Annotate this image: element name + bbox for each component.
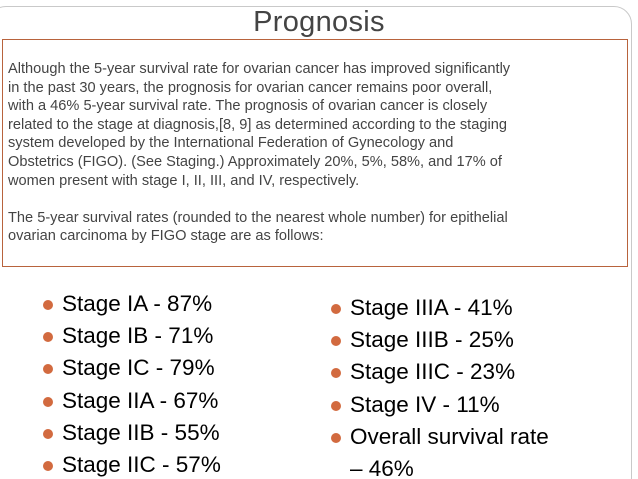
bullet-icon — [331, 400, 341, 411]
stage-label: Stage IIIB - 25% — [350, 327, 514, 353]
text-line: related to the stage at diagnosis,[8, 9]… — [8, 116, 507, 133]
stage-label: Stage IV - 11% — [350, 391, 500, 417]
stage-label: Stage IA - 87% — [62, 291, 213, 316]
text-line: women present with stage I, II, III, and… — [8, 172, 360, 189]
list-item: Stage IIIB - 25% — [330, 324, 549, 356]
text-line: The 5-year survival rates (rounded to th… — [8, 209, 508, 226]
bullet-icon — [43, 332, 53, 343]
overall-label: Overall survival rate — [350, 423, 549, 449]
stage-label: Stage IIA - 67% — [62, 387, 219, 413]
list-item: Stage IV - 11% — [330, 389, 549, 421]
intro-text-box: Although the 5-year survival rate for ov… — [2, 39, 628, 267]
bullet-icon — [331, 368, 341, 379]
list-item: Stage IB - 71% — [42, 320, 221, 352]
text-line: Although the 5-year survival rate for ov… — [8, 61, 511, 77]
bullet-icon — [43, 461, 53, 472]
intro-paragraph: Although the 5-year survival rate for ov… — [8, 60, 627, 190]
list-item: Stage IC - 79% — [42, 352, 221, 384]
slide-title: Prognosis — [253, 6, 385, 38]
list-item-overall-continued: – 46% — [330, 453, 549, 479]
text-line: ovarian carcinoma by FIGO stage are as f… — [8, 228, 324, 245]
list-item: Stage IIA - 67% — [42, 385, 221, 417]
slide-frame — [0, 6, 632, 479]
list-item: Stage IIC - 57% — [42, 449, 221, 479]
stage-list-left: Stage IA - 87% Stage IB - 71% Stage IC -… — [42, 288, 221, 479]
bullet-icon — [43, 364, 53, 375]
stage-label: Stage IIIC - 23% — [350, 359, 516, 385]
bullet-icon — [43, 300, 53, 310]
stage-label: Stage IIC - 57% — [62, 452, 221, 478]
stage-label: Stage IB - 71% — [62, 323, 214, 349]
stage-label: Stage IIB - 55% — [62, 419, 220, 445]
list-item: Stage IIIC - 23% — [330, 356, 549, 388]
list-item: Stage IIB - 55% — [42, 417, 221, 449]
list-item: Stage IA - 87% — [42, 288, 221, 320]
bullet-icon — [43, 396, 53, 407]
survival-intro-paragraph: The 5-year survival rates (rounded to th… — [8, 209, 627, 246]
stage-label: Stage IC - 79% — [62, 355, 215, 381]
bullet-icon — [331, 336, 341, 347]
bullet-icon — [331, 432, 341, 443]
stage-list-right: Stage IIIA - 41% Stage IIIB - 25% Stage … — [330, 292, 549, 479]
list-item-overall: Overall survival rate — [330, 421, 549, 453]
text-line: in the past 30 years, the prognosis for … — [8, 79, 493, 96]
list-item: Stage IIIA - 41% — [330, 292, 549, 324]
bullet-icon — [331, 304, 341, 314]
text-line: system developed by the International Fe… — [8, 135, 454, 152]
text-line: Obstetrics (FIGO). (See Staging.) Approx… — [8, 153, 502, 170]
text-line: with a 46% 5-year survival rate. The pro… — [8, 98, 488, 115]
overall-value: – 46% — [350, 456, 414, 479]
bullet-icon — [43, 428, 53, 439]
stage-label: Stage IIIA - 41% — [350, 295, 513, 320]
